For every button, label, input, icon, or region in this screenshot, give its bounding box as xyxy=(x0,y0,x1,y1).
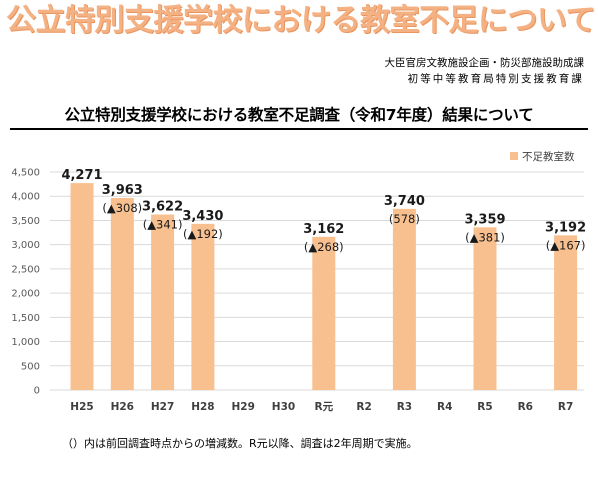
y-tick-label: 3,000 xyxy=(11,240,40,251)
y-tick-label: 2,500 xyxy=(11,264,40,275)
x-tick-label: R2 xyxy=(356,401,371,413)
bar xyxy=(554,235,578,390)
legend-swatch xyxy=(510,152,518,160)
y-tick-label: 0 xyxy=(34,386,40,397)
y-tick-label: 3,500 xyxy=(11,216,40,227)
data-label-value: 3,359 xyxy=(464,212,505,227)
bar xyxy=(70,183,94,390)
bar-chart: 0 500 1,000 1,500 2,000 2,500 3,000 3,500 4,000 4… xyxy=(11,150,586,413)
y-tick-label: 500 xyxy=(21,361,40,372)
bar xyxy=(110,198,134,390)
department-line-1: 大臣官房文教施設企画・防災部施設助成課 xyxy=(384,57,585,69)
data-label-value: 3,740 xyxy=(384,194,425,209)
data-label-change: (▲341) xyxy=(143,218,183,232)
y-tick-label: 4,500 xyxy=(11,168,40,179)
data-label-change: (▲308) xyxy=(102,201,142,215)
x-tick-label: H29 xyxy=(231,401,254,413)
page-title: 公立特別支援学校における教室不足について xyxy=(6,3,596,38)
y-tick-label: 4,000 xyxy=(11,192,40,203)
legend-label: 不足教室数 xyxy=(522,150,575,163)
y-tick-label: 1,500 xyxy=(11,313,40,324)
chart-title-underline xyxy=(10,128,588,130)
chart-area: 0 500 1,000 1,500 2,000 2,500 3,000 3,500 4,000 4… xyxy=(0,140,598,430)
bar xyxy=(473,227,497,390)
data-label-change: (▲167) xyxy=(546,238,586,252)
x-tick-label: H25 xyxy=(70,401,93,413)
bar xyxy=(312,236,336,390)
data-label-value: 3,162 xyxy=(303,222,344,237)
chart-title: 公立特別支援学校における教室不足調査（令和7年度）結果について xyxy=(64,106,534,124)
x-tick-label: R7 xyxy=(558,401,573,413)
x-tick-label: H30 xyxy=(272,401,295,413)
bar xyxy=(191,223,215,390)
data-label-value: 3,622 xyxy=(142,200,183,215)
data-label-change: (▲192) xyxy=(183,227,223,241)
x-tick-label: H28 xyxy=(191,401,214,413)
x-tick-label: H26 xyxy=(111,401,134,413)
x-tick-label: R4 xyxy=(437,401,452,413)
x-tick-label: R3 xyxy=(397,401,412,413)
bar xyxy=(151,214,175,390)
data-label-value: 3,430 xyxy=(182,209,223,224)
data-label-value: 4,271 xyxy=(61,168,102,183)
y-tick-label: 2,000 xyxy=(11,289,40,300)
data-label-value: 3,963 xyxy=(102,183,143,198)
bar xyxy=(392,208,416,390)
data-label-value: 3,192 xyxy=(545,220,586,235)
x-tick-label: R5 xyxy=(477,401,492,413)
data-label-change: (578) xyxy=(389,212,420,226)
data-label-change: (▲268) xyxy=(304,240,344,254)
department-line-2: 初等中等教育局特別支援教育課 xyxy=(407,73,584,85)
y-tick-label: 1,000 xyxy=(11,337,40,348)
x-tick-label: R6 xyxy=(518,401,533,413)
x-tick-label: R元 xyxy=(315,401,334,413)
data-label-change: (▲381) xyxy=(465,230,505,244)
footnote: （）内は前回調査時点からの増減数。R元以降、調査は2年周期で実施。 xyxy=(62,437,418,450)
x-tick-label: H27 xyxy=(151,401,174,413)
